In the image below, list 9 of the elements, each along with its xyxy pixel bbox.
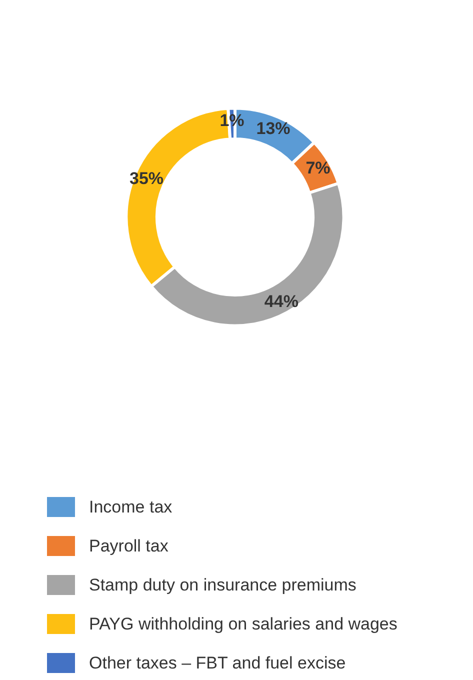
data-label: 7% (306, 158, 330, 178)
legend-label: Income tax (89, 498, 173, 516)
legend-label: Other taxes – FBT and fuel excise (89, 654, 346, 672)
legend-label: PAYG withholding on salaries and wages (89, 614, 398, 634)
legend-label: Stamp duty on insurance premiums (89, 576, 356, 594)
data-label: 13% (256, 119, 290, 138)
legend-label: Payroll tax (89, 536, 169, 556)
data-label: 1% (220, 111, 244, 130)
data-label: 44% (264, 292, 298, 311)
